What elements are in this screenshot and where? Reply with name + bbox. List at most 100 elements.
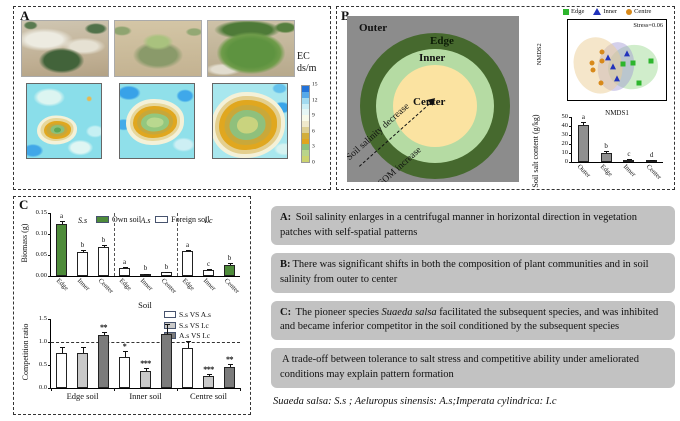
data-point-inner [614,75,620,82]
x-tick-label: Center [159,277,178,296]
colorbar-segment [302,132,309,139]
contour-core [146,117,164,128]
group-separator [114,213,115,276]
y-tick-mark [569,125,572,127]
data-point-edge [648,58,654,64]
nmds-x-axis-label: NMDS1 [605,109,629,117]
colorbar-tick: 15 [312,81,318,88]
note-a-text: Soil salinity enlarges in a centrifugal … [280,212,637,238]
x-tick-label: Edge [54,277,70,293]
contour-ring [213,91,285,158]
note-c: C: The pioneer species Suaeda salsa faci… [271,300,675,341]
note-b-text: There was significant shifts in both the… [280,259,649,286]
error-bar [164,324,170,335]
sig-letter: a [59,211,64,220]
salt-bar-edge [600,152,612,162]
y-tick-label: 0.00 [35,271,47,279]
group-separator [177,213,178,276]
center-zone-circle [393,65,477,147]
x-group-label: Inner soil [129,391,162,401]
legend-item: Centre [626,8,651,15]
reference-line [51,342,240,343]
group-label: I.c [204,216,213,225]
note-tradeoff: A trade-off between tolerance to salt st… [271,348,675,388]
square-marker-icon [563,8,569,15]
error-bar [581,121,587,125]
x-tick-label: Inner [201,277,217,293]
data-point-edge [630,60,636,66]
contour-ring [46,123,68,137]
nmds-legend: Edge Inner Centre [563,8,651,15]
y-tick-mark [567,39,568,40]
y-tick-mark [48,275,51,277]
x-tick-label: Center [222,277,241,296]
contour-ring [214,95,281,154]
contour-ring [140,113,169,132]
contour-ring [229,109,266,140]
y-tick-mark [48,364,51,366]
edge-zone-label: Edge [430,35,454,47]
x-tick-label: Inner [621,163,637,179]
colorbar-segment [302,115,309,122]
x-tick-label: Edge [598,163,614,179]
contour-ring [125,99,184,146]
sig-letter: b [227,254,232,263]
competition-bar [98,334,109,388]
x-tick-mark [240,388,241,391]
colorbar-segment [302,144,309,151]
y-tick-label: 20 [561,139,569,147]
note-tradeoff-text: A trade-off between tolerance to salt st… [280,354,639,380]
biomass-bar [77,252,88,276]
y-tick-mark [48,341,51,343]
competition-bar [77,352,88,388]
y-tick-label: 0.15 [35,208,47,216]
colorbar-segment [302,109,309,116]
error-bar [80,346,86,353]
data-point-centre [598,80,604,86]
competition-y-axis-label: Competition ratio [21,323,30,381]
y-tick-mark [48,387,51,389]
colorbar-tick: 12 [312,96,318,103]
error-bar [143,367,149,371]
y-tick-mark [567,26,568,27]
species-key: Suaeda salsa: S.s ; Aeluropus sinensis: … [273,395,557,407]
x-group-label: Edge soil [66,391,99,401]
y-tick-label: 1.5 [38,314,47,322]
biomass-bar [119,268,130,276]
x-tick-label: Center [644,163,663,182]
colorbar [301,85,310,163]
circle-marker-icon [626,8,633,15]
y-tick-mark [567,65,568,66]
contour-ring [40,118,74,142]
note-a-prefix: A: [280,212,292,223]
colorbar-ticks: 15 12 9 6 3 0 [312,81,324,165]
biomass-bar [182,250,193,276]
summary-notes: A: Soil salinity enlarges in a centrifug… [271,206,675,407]
biomass-bar [203,270,214,276]
note-b-prefix: B: [280,259,291,271]
significance-marker: ** [226,354,234,364]
contour-plot-area: 001122334455 [26,83,102,159]
data-point-centre [590,67,596,73]
sig-letter: b [604,142,608,151]
colorbar-segment [302,86,309,92]
colorbar-segment [302,150,309,157]
contour-plot-large: 001122334455 [204,81,292,181]
x-tick-label: Edge [117,277,133,293]
y-tick-label: 40 [561,121,569,129]
group-label: S.s [77,216,88,225]
x-tick-mark [587,100,588,101]
legend-item: Edge [563,8,584,15]
note-b: B: There was significant shifts in both t… [271,253,675,293]
colorbar-segment [302,121,309,127]
sig-letter: b [143,264,148,273]
note-c-prefix: C: [280,306,292,318]
contour-ring [218,99,277,150]
error-bar [206,269,212,271]
panel-c-label: C [19,197,29,212]
panel-a: A EC ds/m 001122334455 [13,6,331,190]
colorbar-segment [302,138,309,145]
sig-letter: b [80,241,85,250]
colorbar-segment [302,156,309,162]
